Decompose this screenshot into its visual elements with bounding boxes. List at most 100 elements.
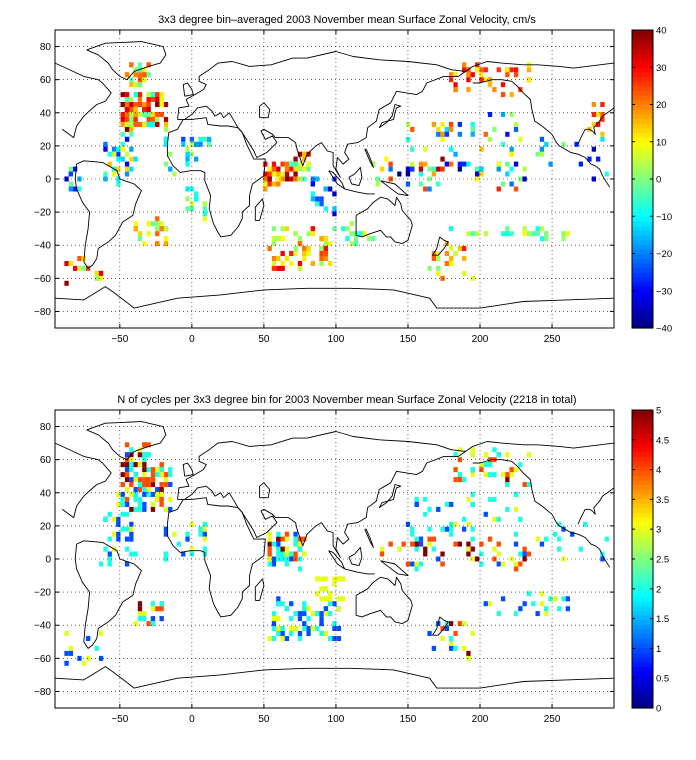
velocity-bin-cell	[466, 77, 471, 83]
cycles-bin-cell	[146, 621, 151, 627]
cycles-bin-cell	[526, 551, 532, 557]
cycles-colorbar-segment	[632, 423, 653, 430]
cycles-bin-cell	[332, 621, 337, 627]
velocity-bin-cell	[526, 77, 532, 83]
cycles-bin-cell	[470, 526, 475, 532]
cycles-bin-cell	[453, 452, 458, 458]
velocity-bin-cell	[142, 112, 147, 117]
cycles-bin-cell	[284, 531, 290, 537]
velocity-bin-cell	[323, 186, 328, 192]
cycles-bin-cell	[332, 581, 337, 587]
cycles-coastline	[472, 459, 611, 568]
velocity-x-tick-label: 150	[400, 334, 417, 345]
cycles-bin-cell	[142, 616, 147, 622]
velocity-bin-cell	[267, 246, 272, 251]
velocity-bin-cell	[371, 236, 376, 242]
cycles-bin-cell	[124, 487, 130, 492]
cycles-bin-cell	[341, 596, 346, 602]
velocity-colorbar-segment	[632, 239, 653, 245]
cycles-coastline	[259, 482, 271, 499]
cycles-bin-cell	[414, 561, 419, 567]
cycles-axes: −50 0 50 100 150 200 250 −80 −60 −40 −20 0 20 40 60 80	[34, 409, 615, 725]
velocity-coastlines	[54, 41, 615, 309]
cycles-bin-cell	[142, 477, 147, 483]
velocity-bin-cell	[332, 206, 337, 212]
cycles-bin-cell	[431, 536, 436, 542]
cycles-coastline	[344, 568, 375, 575]
velocity-bin-cell	[319, 261, 324, 266]
velocity-panel: 3x3 degree bin–averaged 2003 November me…	[34, 14, 672, 345]
cycles-bin-cell	[505, 472, 510, 478]
cycles-bin-cell	[297, 541, 303, 547]
cycles-colorbar-segment	[632, 680, 653, 686]
cycles-colorbar-segment	[632, 419, 653, 425]
cycles-bin-cell	[557, 536, 562, 542]
velocity-coastline	[472, 79, 611, 188]
cycles-colorbar-tick-label: 4	[656, 465, 661, 476]
velocity-colorbar-segment	[632, 76, 653, 82]
velocity-bin-cell	[505, 161, 510, 167]
velocity-bin-cell	[271, 166, 277, 172]
cycles-bin-cell	[163, 526, 169, 532]
cycles-bin-cell	[505, 482, 510, 487]
cycles-y-tick-label: 20	[40, 521, 52, 532]
velocity-bin-cell	[271, 265, 277, 271]
velocity-bin-cell	[423, 146, 428, 152]
cycles-bin-cell	[146, 487, 151, 492]
velocity-bin-cell	[431, 171, 436, 177]
cycles-bin-cell	[133, 496, 138, 502]
cycles-bin-cell	[68, 645, 73, 651]
cycles-bin-cell	[470, 546, 475, 552]
cycles-bin-cell	[159, 501, 164, 507]
velocity-bin-cell	[479, 72, 484, 78]
velocity-colorbar-tick-label: −20	[656, 249, 672, 260]
velocity-bin-cell	[133, 107, 138, 112]
velocity-bin-cell	[297, 261, 303, 266]
cycles-x-tick-label: 100	[328, 714, 345, 725]
velocity-bin-cell	[444, 251, 449, 256]
velocity-colorbar-segment	[632, 90, 653, 96]
velocity-bin-cell	[405, 166, 411, 172]
velocity-bin-cell	[198, 136, 203, 142]
cycles-bin-cell	[124, 462, 130, 468]
cycles-bin-cell	[129, 462, 134, 468]
cycles-bin-cell	[306, 631, 311, 636]
velocity-bin-cell	[271, 171, 277, 177]
cycles-bin-cell	[276, 551, 281, 557]
cycles-bin-cell	[518, 516, 523, 522]
cycles-bin-cell	[124, 452, 130, 458]
cycles-bin-cell	[129, 531, 134, 537]
velocity-bin-cell	[263, 176, 268, 182]
velocity-bin-cell	[185, 206, 190, 212]
cycles-colorbar-segment	[632, 517, 653, 523]
cycles-coastline	[177, 431, 467, 558]
velocity-bin-cell	[120, 156, 125, 162]
velocity-colorbar-tick-label: 10	[656, 137, 667, 148]
velocity-bin-cell	[133, 67, 138, 73]
velocity-bin-cell	[449, 121, 454, 127]
velocity-bin-cell	[124, 166, 130, 172]
velocity-colorbar-tick-label: 0	[656, 175, 661, 186]
velocity-colorbar-segment	[632, 85, 653, 92]
cycles-bin-cell	[302, 621, 307, 627]
cycles-bin-cell	[116, 491, 121, 497]
cycles-bin-cell	[526, 482, 532, 487]
velocity-bin-cell	[323, 206, 328, 212]
cycles-bin-cell	[202, 526, 207, 532]
cycles-colorbar-segment	[632, 428, 653, 434]
velocity-bin-cell	[328, 241, 333, 247]
velocity-bin-cell	[150, 221, 156, 227]
cycles-bin-cell	[323, 631, 328, 636]
velocity-bin-cell	[310, 191, 315, 197]
cycles-bin-cell	[111, 516, 117, 522]
cycles-bin-cell	[155, 472, 160, 478]
velocity-bin-cell	[94, 275, 99, 281]
velocity-bin-cell	[509, 181, 514, 187]
velocity-bin-cell	[271, 261, 277, 266]
velocity-bin-cell	[124, 112, 130, 117]
velocity-bin-cell	[535, 231, 540, 237]
cycles-bin-cell	[315, 611, 320, 617]
velocity-colorbar-segment	[632, 309, 653, 315]
cycles-bin-cell	[557, 546, 562, 552]
cycles-y-tick-label: 60	[40, 455, 52, 466]
